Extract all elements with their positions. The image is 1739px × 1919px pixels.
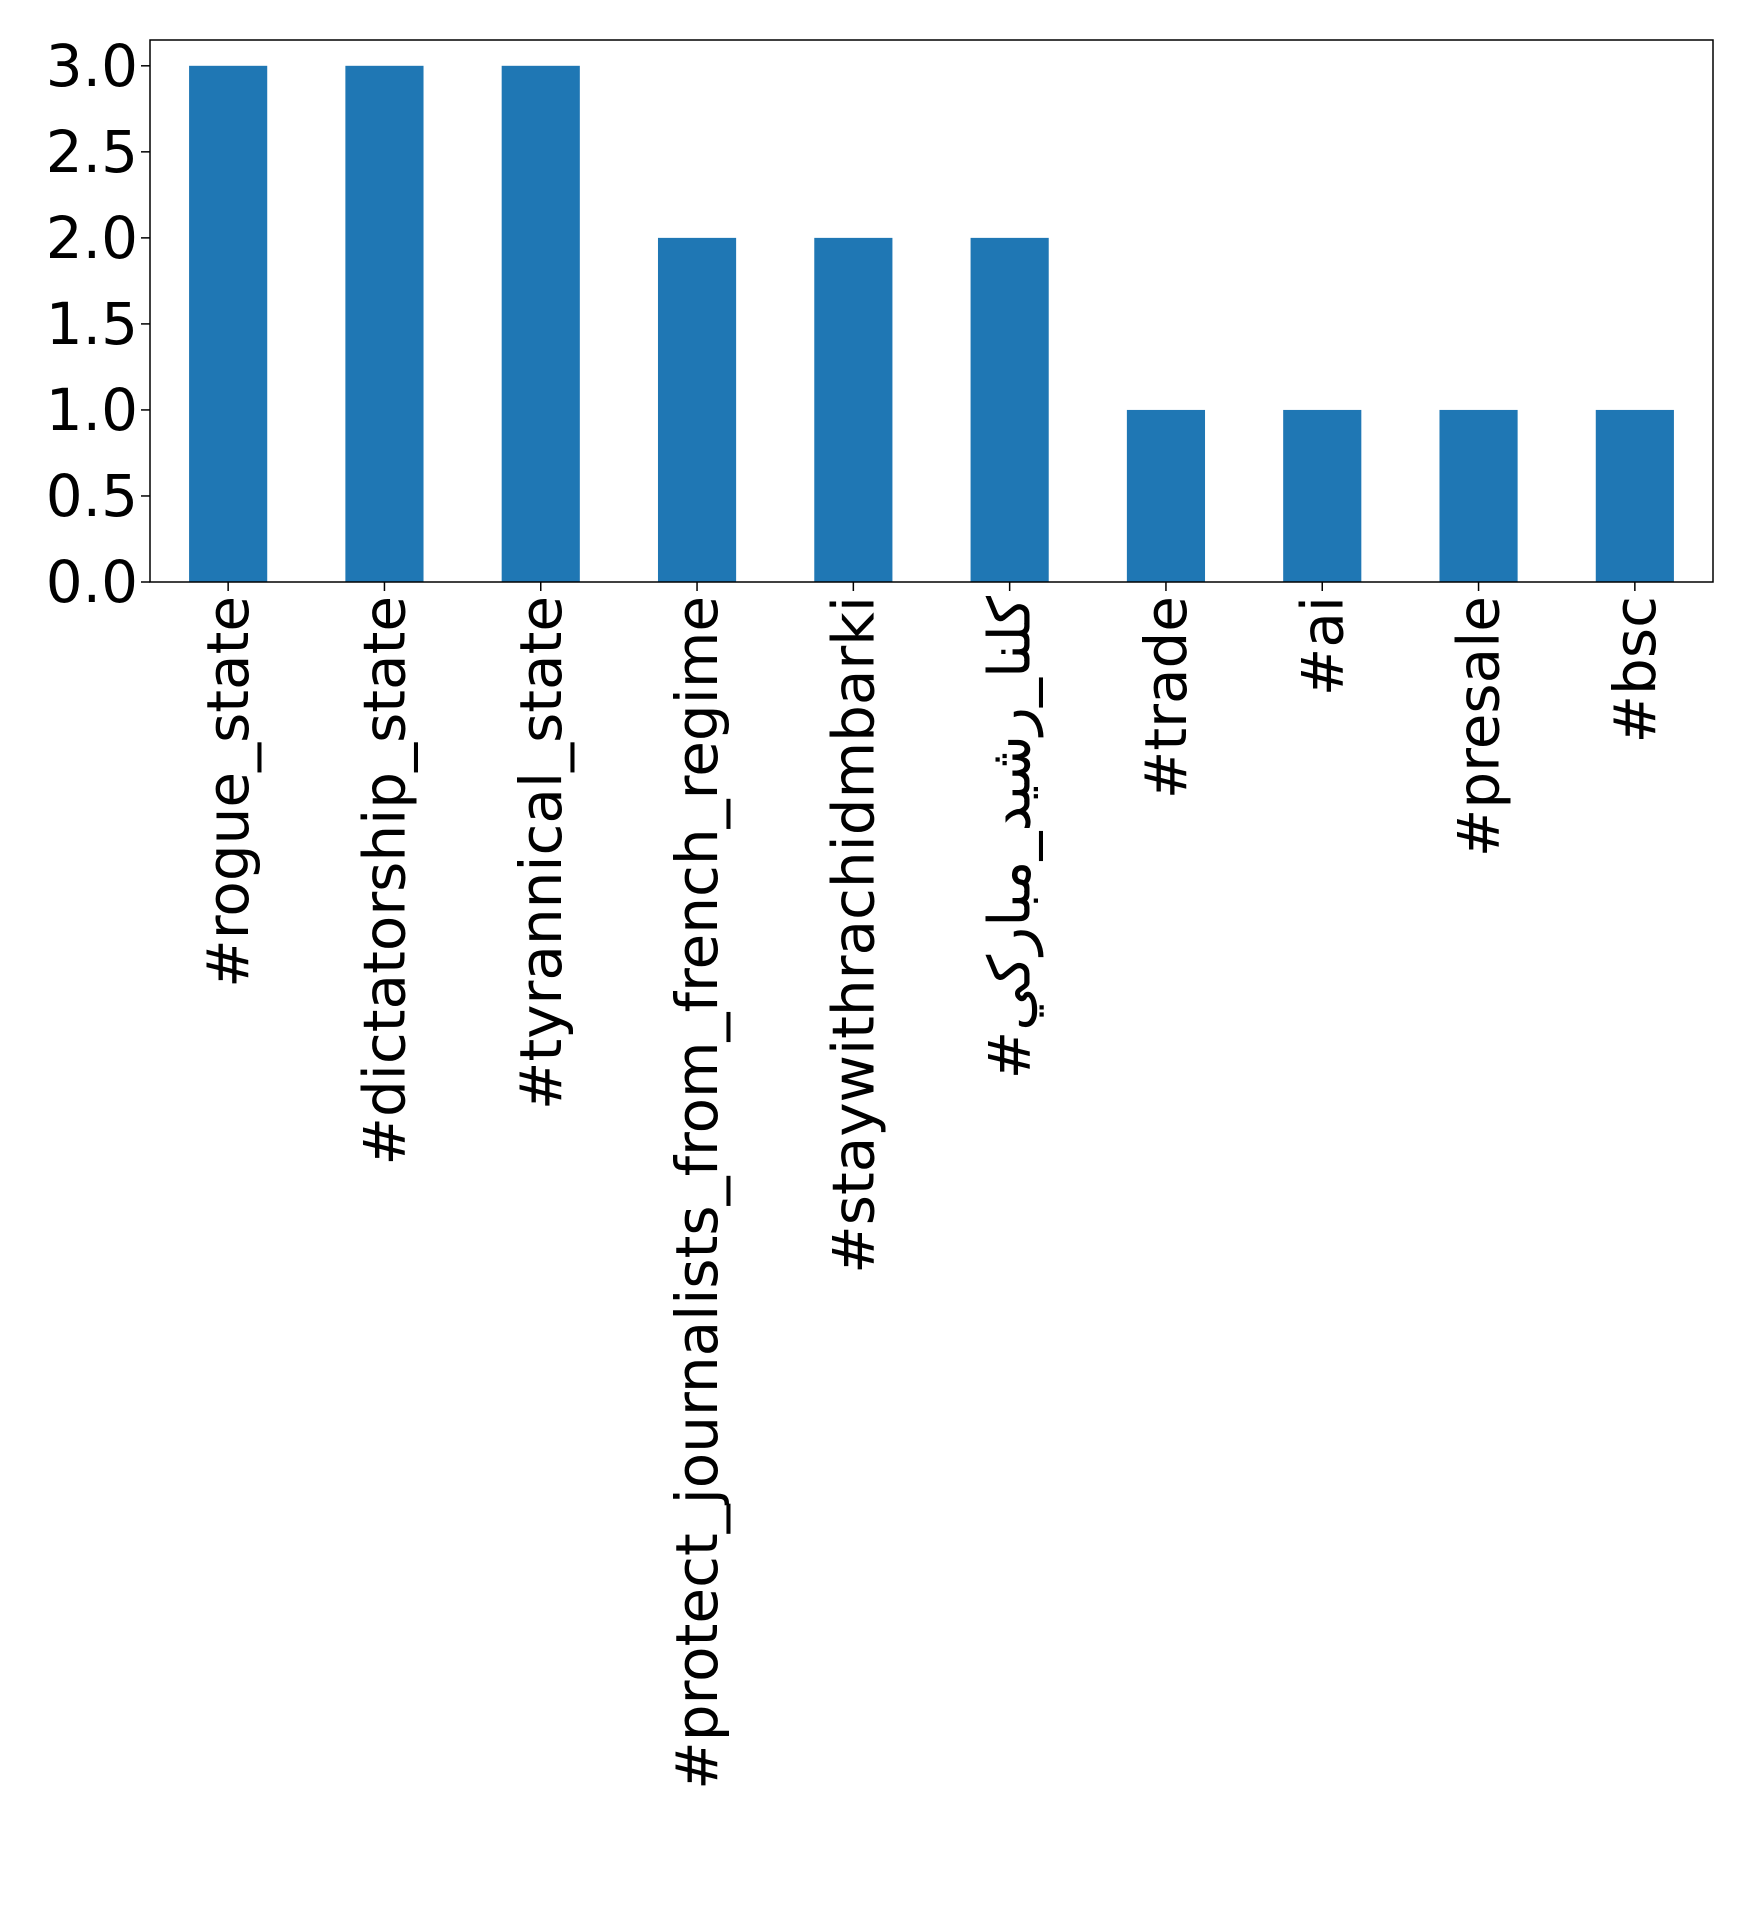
y-tick-label: 1.0 xyxy=(46,376,138,444)
x-tick-label: #presale xyxy=(1445,596,1513,857)
x-tick-label: #كلنا_رشيد_مباركي xyxy=(976,596,1045,1080)
bar xyxy=(345,65,424,583)
bar xyxy=(657,237,737,582)
y-tick-label: 3.0 xyxy=(46,32,138,100)
x-tick-label: #protect_journalists_from_french_regime xyxy=(663,596,731,1790)
x-tick-label: #dictatorship_state xyxy=(350,596,418,1166)
x-tick-label: #bsc xyxy=(1601,596,1669,744)
bar xyxy=(1439,409,1518,582)
bar xyxy=(1283,409,1362,582)
y-axis: 0.0 0.5 1.0 1.5 2.0 2.5 3.0 xyxy=(46,32,150,616)
bar xyxy=(970,237,1049,582)
y-tick-label: 1.5 xyxy=(46,290,138,358)
x-tick-label: #staywithrachidmbarki xyxy=(819,596,887,1274)
x-tick-label: #trade xyxy=(1132,596,1200,799)
y-tick-label: 2.0 xyxy=(46,204,138,272)
x-axis: #rogue_state #dictatorship_state #tyrannic… xyxy=(194,582,1669,1790)
bar xyxy=(1126,409,1206,582)
bar xyxy=(501,65,580,583)
x-tick-label: #ai xyxy=(1288,596,1356,696)
bar xyxy=(189,65,268,583)
x-tick-label: #rogue_state xyxy=(194,596,262,988)
bar xyxy=(1595,409,1674,582)
y-tick-label: 2.5 xyxy=(46,118,138,186)
bars-layer xyxy=(189,65,1674,583)
y-tick-label: 0.5 xyxy=(46,462,138,530)
x-tick-label: #tyrannical_state xyxy=(507,596,575,1110)
bar xyxy=(814,237,893,582)
y-tick-label: 0.0 xyxy=(46,548,138,616)
plot-frame xyxy=(149,39,1714,583)
